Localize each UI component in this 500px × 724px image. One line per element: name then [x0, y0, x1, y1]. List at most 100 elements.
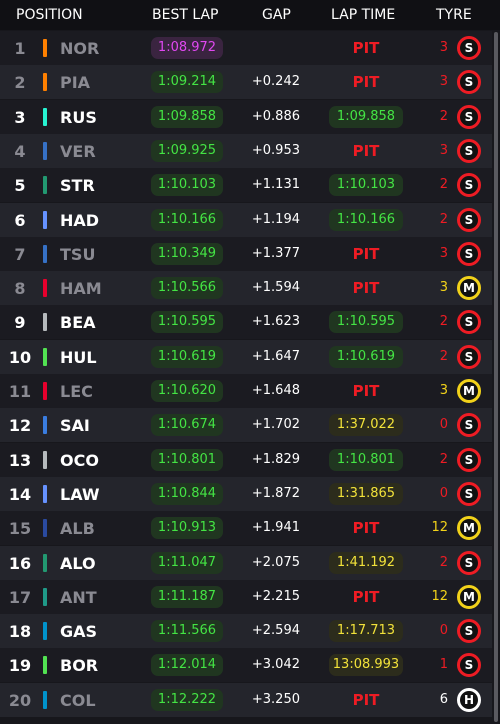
position: 1 [14, 39, 26, 58]
team-color-bar [43, 176, 47, 195]
driver-code: HAD [60, 210, 100, 230]
driver-row[interactable]: 19 BOR 1:12.014 +3.042 13:08.993 1 S [0, 648, 492, 683]
team-color-bar [43, 73, 47, 92]
driver-row[interactable]: 11 LEC 1:10.620 +1.648 PIT 3 M [0, 374, 492, 408]
tyre-compound: S [457, 310, 481, 335]
driver-row[interactable]: 9 BEA 1:10.595 +1.623 1:10.595 2 S [0, 305, 492, 340]
best-lap: 1:10.349 [151, 242, 223, 265]
gap: +1.377 [251, 245, 300, 261]
driver-row[interactable]: 6 HAD 1:10.166 +1.194 1:10.166 2 S [0, 202, 492, 237]
position: 10 [8, 347, 32, 367]
driver-code: BEA [60, 313, 96, 333]
tyre-age: 1 [439, 657, 448, 673]
best-lap: 1:10.619 [151, 345, 223, 368]
best-lap: 1:10.595 [151, 311, 223, 334]
gap: +1.702 [251, 417, 300, 433]
driver-row[interactable]: 20 COL 1:12.222 +3.250 PIT 6 H [0, 682, 492, 717]
tyre-age: 2 [439, 108, 448, 124]
lap-time: PIT [352, 690, 380, 709]
gap: +1.194 [251, 211, 300, 227]
lap-time: 1:31.865 [329, 482, 403, 505]
lap-time: PIT [352, 141, 380, 160]
header-best-lap: BEST LAP [152, 7, 219, 23]
position: 6 [14, 210, 26, 230]
tyre-age: 0 [439, 623, 448, 639]
best-lap: 1:08.972 [151, 37, 223, 59]
lap-time: PIT [352, 587, 380, 606]
team-color-bar [43, 690, 47, 709]
driver-row[interactable]: 16 ALO 1:11.047 +2.075 1:41.192 2 S [0, 545, 492, 580]
position: 4 [14, 141, 26, 161]
header-tyre: TYRE [436, 7, 472, 23]
position: 16 [8, 553, 32, 573]
driver-code: RUS [60, 107, 97, 127]
driver-code: ALB [60, 519, 95, 539]
tyre-age: 2 [439, 211, 448, 227]
lap-time: PIT [352, 382, 380, 400]
driver-row[interactable]: 2 PIA 1:09.214 +0.242 PIT 3 S [0, 65, 492, 100]
team-color-bar [43, 484, 47, 503]
team-color-bar [43, 107, 47, 126]
driver-row[interactable]: 10 HUL 1:10.619 +1.647 1:10.619 2 S [0, 339, 492, 374]
driver-code: BOR [60, 656, 99, 676]
scrollbar[interactable] [494, 32, 498, 722]
driver-row[interactable]: 15 ALB 1:10.913 +1.941 PIT 12 M [0, 511, 492, 546]
team-color-bar [43, 141, 47, 160]
lap-time: 1:17.713 [329, 620, 403, 643]
position: 15 [8, 519, 32, 539]
driver-row[interactable]: 1 NOR 1:08.972 PIT 3 S [0, 31, 492, 65]
gap: +3.042 [251, 657, 300, 673]
driver-code: STR [60, 176, 95, 196]
driver-code: LAW [60, 484, 100, 504]
driver-row[interactable]: 8 HAM 1:10.566 +1.594 PIT 3 M [0, 271, 492, 306]
tyre-compound: S [457, 241, 481, 266]
header-lap-time: LAP TIME [331, 7, 396, 23]
driver-row[interactable]: 18 GAS 1:11.566 +2.594 1:17.713 0 S [0, 614, 492, 649]
position: 5 [14, 176, 26, 196]
tyre-compound: S [457, 70, 481, 95]
driver-row[interactable]: 3 RUS 1:09.858 +0.886 1:09.858 2 S [0, 99, 492, 134]
gap: +2.075 [251, 554, 300, 570]
tyre-compound: M [457, 516, 481, 541]
gap: +2.594 [251, 623, 300, 639]
gap: +1.648 [251, 383, 300, 398]
lap-time: PIT [352, 519, 380, 538]
lap-time: 1:37.022 [329, 414, 403, 437]
tyre-age: 6 [439, 691, 448, 707]
driver-row[interactable]: 12 SAI 1:10.674 +1.702 1:37.022 0 S [0, 408, 492, 443]
driver-row[interactable]: 14 LAW 1:10.844 +1.872 1:31.865 0 S [0, 476, 492, 511]
tyre-age: 3 [439, 245, 448, 261]
driver-row[interactable]: 5 STR 1:10.103 +1.131 1:10.103 2 S [0, 168, 492, 203]
driver-row[interactable]: 17 ANT 1:11.187 +2.215 PIT 12 M [0, 579, 492, 614]
lap-time: PIT [352, 279, 380, 298]
driver-row[interactable]: 13 OCO 1:10.801 +1.829 1:10.801 2 S [0, 442, 492, 477]
tyre-age: 2 [439, 451, 448, 467]
driver-code: HAM [60, 279, 102, 299]
driver-code: NOR [60, 39, 100, 58]
tyre-compound: S [457, 344, 481, 369]
tyre-age: 3 [439, 40, 448, 55]
tyre-compound: S [457, 36, 481, 60]
best-lap: 1:09.858 [151, 105, 223, 128]
driver-row[interactable]: 7 TSU 1:10.349 +1.377 PIT 3 S [0, 236, 492, 271]
tyre-compound: S [457, 207, 481, 232]
tyre-age: 12 [431, 520, 448, 536]
position: 8 [14, 279, 26, 299]
best-lap: 1:11.187 [151, 585, 223, 608]
tyre-compound: M [457, 379, 481, 403]
lap-time: 1:41.192 [329, 551, 403, 574]
gap: +1.941 [251, 520, 300, 536]
tyre-age: 3 [439, 142, 448, 158]
driver-code: TSU [60, 244, 96, 264]
best-lap: 1:10.103 [151, 174, 223, 197]
lap-time: 1:10.103 [329, 174, 403, 197]
tyre-compound: M [457, 276, 481, 301]
position: 2 [14, 73, 26, 93]
best-lap: 1:11.047 [151, 551, 223, 574]
position: 12 [8, 416, 32, 436]
lap-time: 1:10.595 [329, 311, 403, 334]
lap-time: PIT [352, 244, 380, 263]
tyre-compound: S [457, 447, 481, 472]
driver-row[interactable]: 4 VER 1:09.925 +0.953 PIT 3 S [0, 133, 492, 168]
